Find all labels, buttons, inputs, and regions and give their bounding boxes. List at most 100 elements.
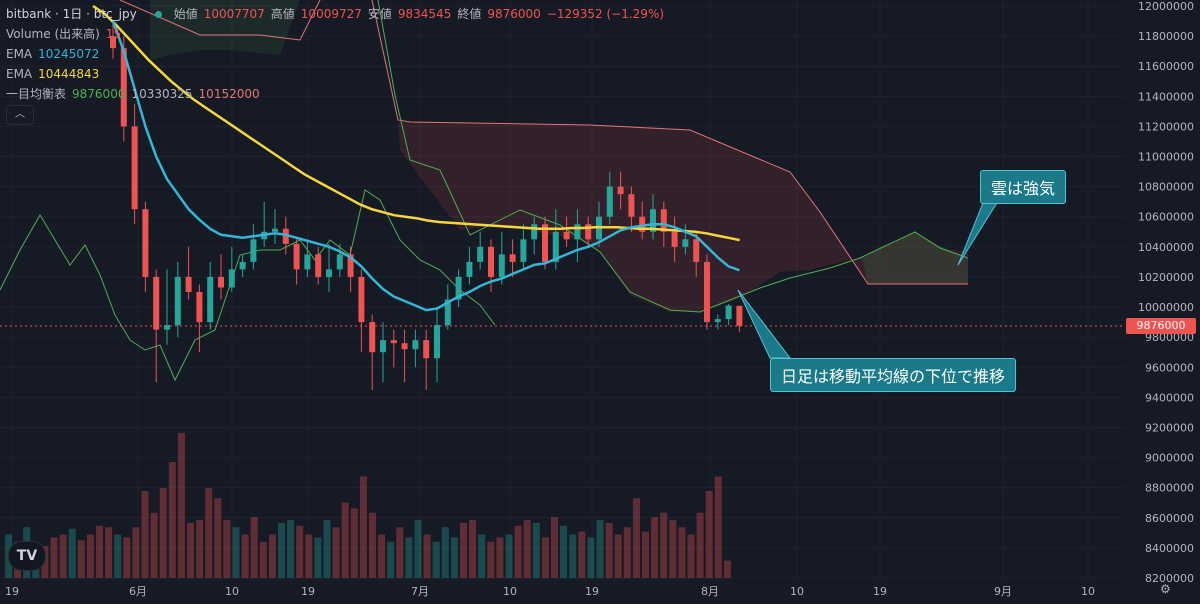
volume-bar — [241, 534, 249, 578]
chevron-up-icon: ︿ — [15, 109, 25, 120]
candle-body — [164, 325, 170, 330]
volume-bar — [496, 537, 504, 578]
volume-bar — [278, 522, 285, 578]
symbol-name[interactable]: bitbank · 1日 · btc_jpy — [6, 7, 137, 21]
volume-bar — [168, 462, 176, 578]
candle-body — [315, 254, 322, 277]
open-label: 始値 — [173, 7, 198, 21]
time-tick-label: 8月 — [701, 585, 719, 598]
price-tick-label: 9200000 — [1145, 421, 1194, 434]
candle-body — [347, 254, 354, 277]
high-label: 高値 — [270, 7, 295, 21]
price-tick-label: 11200000 — [1138, 120, 1194, 133]
cloud-bearish-region — [398, 122, 968, 312]
candle-body — [250, 239, 257, 262]
close-label: 終値 — [457, 7, 482, 21]
price-tick-label: 8600000 — [1145, 512, 1194, 525]
candle-body — [120, 48, 127, 127]
volume-bar — [414, 520, 422, 578]
volume-bar — [705, 491, 713, 578]
price-tick-label: 10400000 — [1138, 241, 1194, 254]
ema-fast-label: EMA — [6, 47, 33, 61]
volume-bar — [187, 522, 194, 578]
ema-slow-row[interactable]: EMA 10444843 — [6, 64, 664, 84]
volume-bar — [678, 527, 686, 578]
candle-body — [326, 269, 332, 277]
time-axis[interactable]: 19 6月 10 19 7月 10 19 8月 10 19 9月 10 — [5, 585, 1095, 598]
volume-bar — [86, 534, 94, 578]
time-tick-label: 19 — [5, 585, 19, 598]
volume-row[interactable]: Volume (出来高) 15 — [6, 24, 664, 44]
candle-body — [110, 36, 116, 49]
candle-body — [282, 228, 289, 244]
volume-bar — [132, 527, 140, 578]
cloud-callout-pointer — [957, 197, 1001, 266]
volume-value: 15 — [105, 27, 122, 41]
candles — [110, 21, 743, 390]
senkou-a-line — [371, 0, 968, 285]
candle-body — [488, 246, 494, 277]
high-value: 10009727 — [300, 7, 362, 21]
ichimoku-row[interactable]: 一目均衡表 9876000 10330325 10152000 — [6, 84, 664, 104]
volume-bar — [651, 517, 659, 578]
volume-bar — [596, 520, 604, 578]
ichimoku-value-2: 10330325 — [131, 87, 193, 101]
time-tick-label: 10 — [225, 585, 239, 598]
gear-icon[interactable]: ⚙ — [1160, 582, 1171, 596]
candle-body — [477, 246, 484, 262]
volume-bar — [723, 560, 731, 578]
volume-bar — [123, 537, 131, 578]
cloud-callout: 雲は強気 — [980, 170, 1067, 204]
candle-body — [704, 261, 710, 323]
volume-bar — [587, 537, 595, 578]
candle-body — [228, 269, 235, 288]
candle-body — [714, 319, 721, 323]
time-tick-label: 19 — [873, 585, 887, 598]
time-tick-label: 19 — [301, 585, 315, 598]
volume-bar — [350, 508, 358, 578]
candle-body — [218, 276, 224, 288]
price-tick-label: 10600000 — [1138, 211, 1194, 224]
volume-bar — [614, 534, 622, 578]
time-tick-label: 10 — [503, 585, 517, 598]
collapse-legend-button[interactable]: ︿ — [6, 105, 34, 125]
candle-body — [671, 231, 678, 247]
volume-bar — [68, 528, 76, 578]
time-tick-label: 10 — [1081, 585, 1095, 598]
price-axis[interactable]: 12000000 11800000 11600000 11400000 11200000… — [1138, 0, 1194, 585]
volume-bar — [551, 517, 558, 578]
candle-body — [358, 276, 365, 323]
candle-body — [628, 194, 635, 217]
volume-bar — [523, 520, 531, 578]
symbol-row[interactable]: bitbank · 1日 · btc_jpy 始値 10007707 高値 1000… — [6, 4, 664, 24]
volume-bar — [487, 541, 495, 578]
candle-body — [574, 224, 581, 240]
time-tick-label: 10 — [790, 585, 804, 598]
price-callout-pointer — [737, 289, 792, 359]
volume-bar — [378, 534, 386, 578]
candle-body — [412, 340, 419, 350]
time-tick-label: 9月 — [994, 585, 1012, 598]
time-tick-label: 6月 — [129, 585, 147, 598]
ichimoku-label: 一目均衡表 — [6, 87, 67, 101]
price-tick-label: 11400000 — [1138, 90, 1194, 103]
volume-bar — [450, 537, 458, 578]
volume-bar — [287, 520, 295, 578]
time-tick-label: 19 — [585, 585, 599, 598]
volume-bar — [105, 527, 113, 578]
volume-bar — [669, 520, 677, 578]
candle-body — [606, 186, 613, 217]
tradingview-logo[interactable]: TV — [8, 541, 46, 571]
volume-bar — [514, 525, 522, 578]
candle-body — [239, 261, 246, 270]
volume-bar — [578, 531, 586, 578]
candle-body — [207, 276, 214, 323]
ema-slow-value: 10444843 — [38, 67, 100, 81]
price-tick-label: 12000000 — [1138, 0, 1194, 13]
volume-bar — [205, 488, 213, 578]
ema-fast-row[interactable]: EMA 10245072 — [6, 44, 664, 64]
ichimoku-cloud — [0, 0, 969, 382]
volume-bar — [141, 491, 149, 578]
